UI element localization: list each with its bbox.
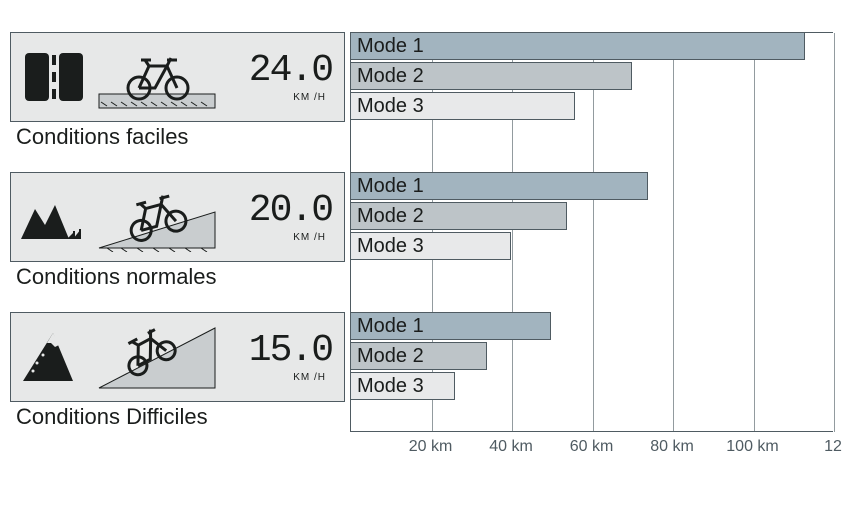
- caption-difficiles: Conditions Difficiles: [16, 404, 208, 430]
- bar-conditions-normales-mode2: Mode 2: [350, 202, 567, 230]
- hills-icon: [19, 187, 89, 247]
- speed-display-normales: 20.0 KM /H: [225, 192, 336, 243]
- bar-label: Mode 3: [357, 95, 424, 118]
- bar-label: Mode 1: [357, 35, 424, 58]
- x-axis-label: 80 km: [650, 438, 694, 456]
- speed-unit: KM /H: [225, 232, 332, 243]
- bar-conditions-difficiles-mode3: Mode 3: [350, 372, 455, 400]
- speed-display-difficiles: 15.0 KM /H: [225, 332, 336, 383]
- x-axis-label: 100 km: [726, 438, 778, 456]
- x-axis-label: 12: [824, 438, 842, 456]
- bar-label: Mode 3: [357, 375, 424, 398]
- x-axis-label: 60 km: [570, 438, 614, 456]
- bar-label: Mode 2: [357, 205, 424, 228]
- bar-conditions-faciles-mode3: Mode 3: [350, 92, 575, 120]
- mountain-icon: [19, 327, 89, 387]
- speed-unit: KM /H: [225, 372, 332, 383]
- gridline: [834, 33, 835, 432]
- speed-value: 15.0: [225, 332, 332, 370]
- speed-value: 20.0: [225, 192, 332, 230]
- bike-slope-icon: [97, 182, 217, 252]
- caption-faciles: Conditions faciles: [16, 124, 188, 150]
- speed-display-faciles: 24.0 KM /H: [225, 52, 336, 103]
- panel-normales: 20.0 KM /H: [10, 172, 345, 262]
- bar-conditions-difficiles-mode2: Mode 2: [350, 342, 487, 370]
- bike-steep-icon: [97, 322, 217, 392]
- bar-label: Mode 2: [357, 345, 424, 368]
- bar-label: Mode 3: [357, 235, 424, 258]
- speed-value: 24.0: [225, 52, 332, 90]
- bar-label: Mode 1: [357, 175, 424, 198]
- bar-label: Mode 1: [357, 315, 424, 338]
- bar-conditions-difficiles-mode1: Mode 1: [350, 312, 551, 340]
- bar-label: Mode 2: [357, 65, 424, 88]
- bike-flat-icon: [97, 42, 217, 112]
- bar-conditions-normales-mode1: Mode 1: [350, 172, 648, 200]
- bar-conditions-faciles-mode2: Mode 2: [350, 62, 632, 90]
- x-axis-label: 20 km: [409, 438, 453, 456]
- panel-difficiles: 15.0 KM /H: [10, 312, 345, 402]
- bar-conditions-faciles-mode1: Mode 1: [350, 32, 805, 60]
- x-axis-label: 40 km: [489, 438, 533, 456]
- bar-conditions-normales-mode3: Mode 3: [350, 232, 511, 260]
- panel-faciles: 24.0 KM /H: [10, 32, 345, 122]
- speed-unit: KM /H: [225, 92, 332, 103]
- range-chart: 20 km40 km60 km80 km100 km12: [10, 32, 833, 492]
- x-axis-baseline: [350, 431, 833, 432]
- road-icon: [19, 47, 89, 107]
- caption-normales: Conditions normales: [16, 264, 217, 290]
